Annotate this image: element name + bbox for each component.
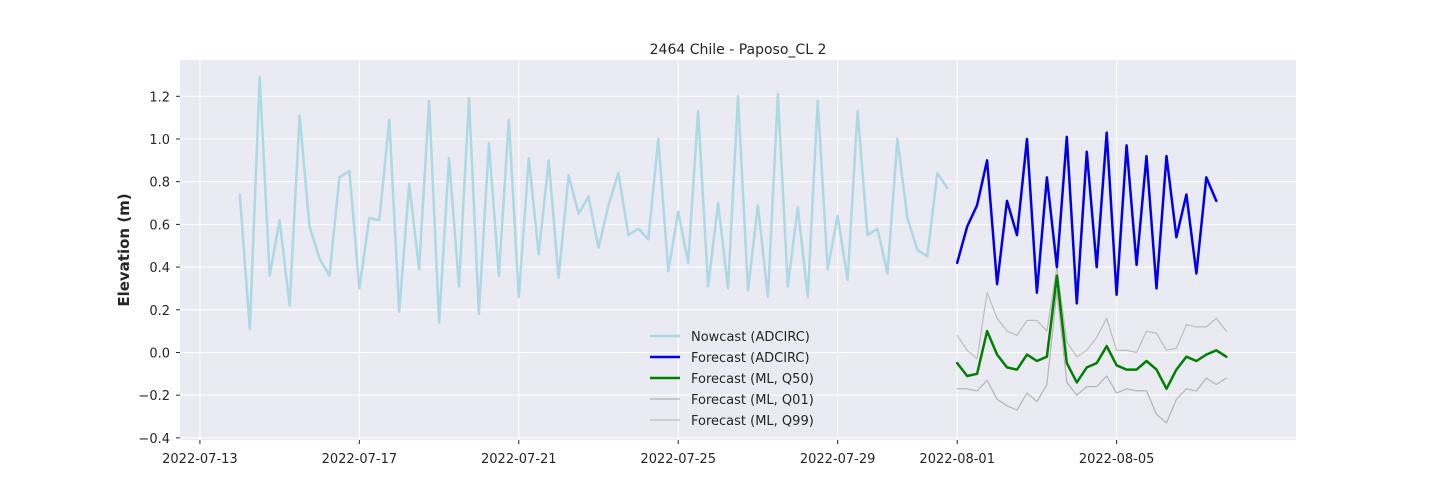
- y-tick-label: −0.2: [138, 389, 170, 404]
- chart-title: 2464 Chile - Paposo_CL 2: [650, 42, 827, 58]
- series-line-3: [956, 290, 1227, 424]
- x-tick-label: 2022-07-25: [640, 452, 716, 467]
- y-ticks: −0.4 −0.2 0.0 0.2 0.4 0.6 0.8 1.0 1.2: [138, 90, 180, 447]
- x-tick-label: 2022-08-05: [1079, 452, 1155, 467]
- x-tick-label: 2022-08-01: [919, 452, 995, 467]
- y-tick-label: 1.0: [149, 133, 170, 148]
- y-tick-label: 0.4: [149, 261, 170, 276]
- y-axis-label: Elevation (m): [115, 193, 133, 306]
- legend-label: Forecast (ML, Q50): [691, 372, 814, 387]
- series-line-4: [956, 266, 1227, 360]
- x-ticks: 2022-07-13 2022-07-17 2022-07-21 2022-07-25…: [162, 440, 1154, 467]
- legend: Nowcast (ADCIRC) Forecast (ADCIRC) Forecas…: [650, 330, 814, 429]
- y-tick-label: 0.2: [149, 304, 170, 319]
- series-lines: [238, 75, 1228, 424]
- legend-label: Forecast (ADCIRC): [691, 351, 810, 366]
- y-tick-label: 1.2: [149, 90, 170, 105]
- x-tick-label: 2022-07-17: [322, 452, 398, 467]
- x-tick-label: 2022-07-21: [481, 452, 557, 467]
- y-tick-label: 0.8: [149, 176, 170, 191]
- y-tick-label: −0.4: [138, 432, 170, 447]
- y-tick-label: 0.0: [149, 346, 170, 361]
- y-tick-label: 0.6: [149, 218, 170, 233]
- series-line-0: [238, 75, 949, 331]
- legend-label: Forecast (ML, Q01): [691, 393, 814, 408]
- legend-label: Forecast (ML, Q99): [691, 414, 814, 429]
- series-line-1: [955, 131, 1218, 305]
- series-line-2: [955, 274, 1228, 391]
- x-tick-label: 2022-07-29: [800, 452, 876, 467]
- x-tick-label: 2022-07-13: [162, 452, 238, 467]
- legend-label: Nowcast (ADCIRC): [691, 330, 810, 345]
